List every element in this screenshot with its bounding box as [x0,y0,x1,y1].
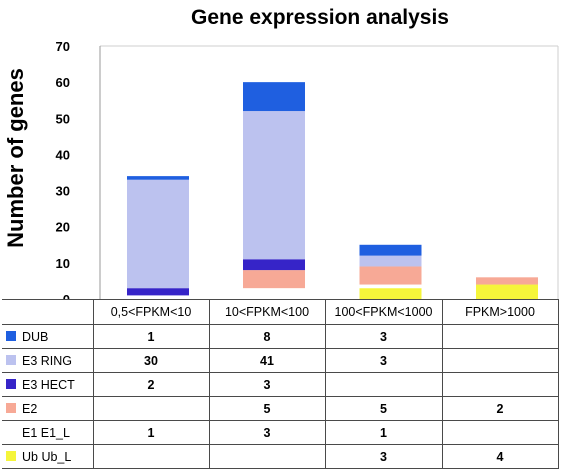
legend-swatch [6,379,16,390]
bar-segment-e3-hect [127,288,189,296]
data-label: 3 [324,348,443,373]
table-row: E1 E1_L 1 3 1 [2,420,559,445]
y-tick-label: 30 [56,184,70,199]
bar-segment-dub [359,244,422,256]
data-label [92,444,210,469]
category-header-0-5-fpkm-10: 0,5<FPKM<10 [92,299,210,325]
y-tick-label: 50 [56,111,70,126]
legend-entry-e3-hect: E3 HECT [2,372,94,397]
table-row: DUB 1 8 3 [2,324,559,349]
bar-segment-ub-ub-l [359,288,422,299]
data-label: 4 [441,444,559,469]
data-label: 2 [92,372,210,397]
y-tick-label: 0 [63,292,70,300]
category-header-fpkm-1000: FPKM>1000 [441,299,559,325]
data-label [441,348,559,373]
bar-segment-e2 [359,266,422,285]
bar-segment-e1-e1-l [359,284,422,289]
legend-swatch [6,331,16,342]
data-label: 41 [208,348,326,373]
y-tick-label: 20 [56,220,70,235]
category-header-10-fpkm-100: 10<FPKM<100 [208,299,326,325]
data-label [441,372,559,397]
legend-swatch [6,403,16,414]
data-label [441,420,559,445]
legend-swatch [6,451,16,462]
data-label: 1 [92,324,210,349]
legend-swatch [6,427,16,438]
data-table: 0,5<FPKM<10 10<FPKM<100 100<FPKM<1000 FPKM>… [2,299,559,469]
table-header-row: 0,5<FPKM<10 10<FPKM<100 100<FPKM<1000 FPKM>… [2,299,559,325]
data-label: 5 [208,396,326,421]
bar-segment-dub [127,176,189,180]
legend-entry-e3-ring: E3 RING [2,348,94,373]
table-row: Ub Ub_L 3 4 [2,444,559,469]
legend-label: DUB [22,329,49,344]
chart-title: Gene expression analysis [191,6,449,29]
chart-plot: 0 10 20 30 40 50 60 70 [56,39,559,300]
data-label: 3 [208,420,326,445]
bar-segment-e3-hect [243,259,305,271]
y-tick-label: 10 [56,256,70,271]
y-tick-label: 70 [56,39,70,54]
data-label: 30 [92,348,210,373]
bar-segment-e3-ring [243,111,305,260]
y-tick-label: 40 [56,147,70,162]
data-label: 8 [208,324,326,349]
data-label: 5 [324,396,443,421]
category-header-100-fpkm-1000: 100<FPKM<1000 [324,299,443,325]
data-label: 3 [324,444,443,469]
data-label: 1 [92,420,210,445]
data-label: 3 [208,372,326,397]
legend-entry-dub: DUB [2,324,94,349]
bar-stacks [127,82,538,299]
data-label: 3 [324,324,443,349]
legend-label: Ub Ub_L [22,449,72,464]
table-row: E3 RING 30 41 3 [2,348,559,373]
bar-segment-e1-e1-l [127,295,189,299]
bar-segment-e2 [476,277,538,285]
data-label [324,372,443,397]
legend-label: E2 [22,401,38,416]
legend-entry-ub-ub-l: Ub Ub_L [2,444,94,469]
table-corner-cell [2,299,94,325]
bar-segment-e3-ring [127,179,189,289]
data-label: 2 [441,396,559,421]
legend-label: E1 E1_L [22,425,70,440]
table-row: E3 HECT 2 3 [2,372,559,397]
legend-entry-e1-e1-l: E1 E1_L [2,420,94,445]
bar-segment-e2 [243,270,305,289]
bar-segment-e3-ring [359,255,422,267]
legend-label: E3 RING [22,353,73,368]
y-tick-label: 60 [56,75,70,90]
data-label [208,444,326,469]
y-tick-labels: 0 10 20 30 40 50 60 70 [56,39,70,300]
table-row: E2 5 5 2 [2,396,559,421]
data-label: 1 [324,420,443,445]
bar-segment-dub [243,82,305,112]
data-label [441,324,559,349]
bar-segment-e1-e1-l [243,288,305,299]
legend-swatch [6,355,16,366]
legend-entry-e2: E2 [2,396,94,421]
bar-segment-ub-ub-l [476,284,538,299]
data-label [92,396,210,421]
legend-label: E3 HECT [22,377,75,392]
